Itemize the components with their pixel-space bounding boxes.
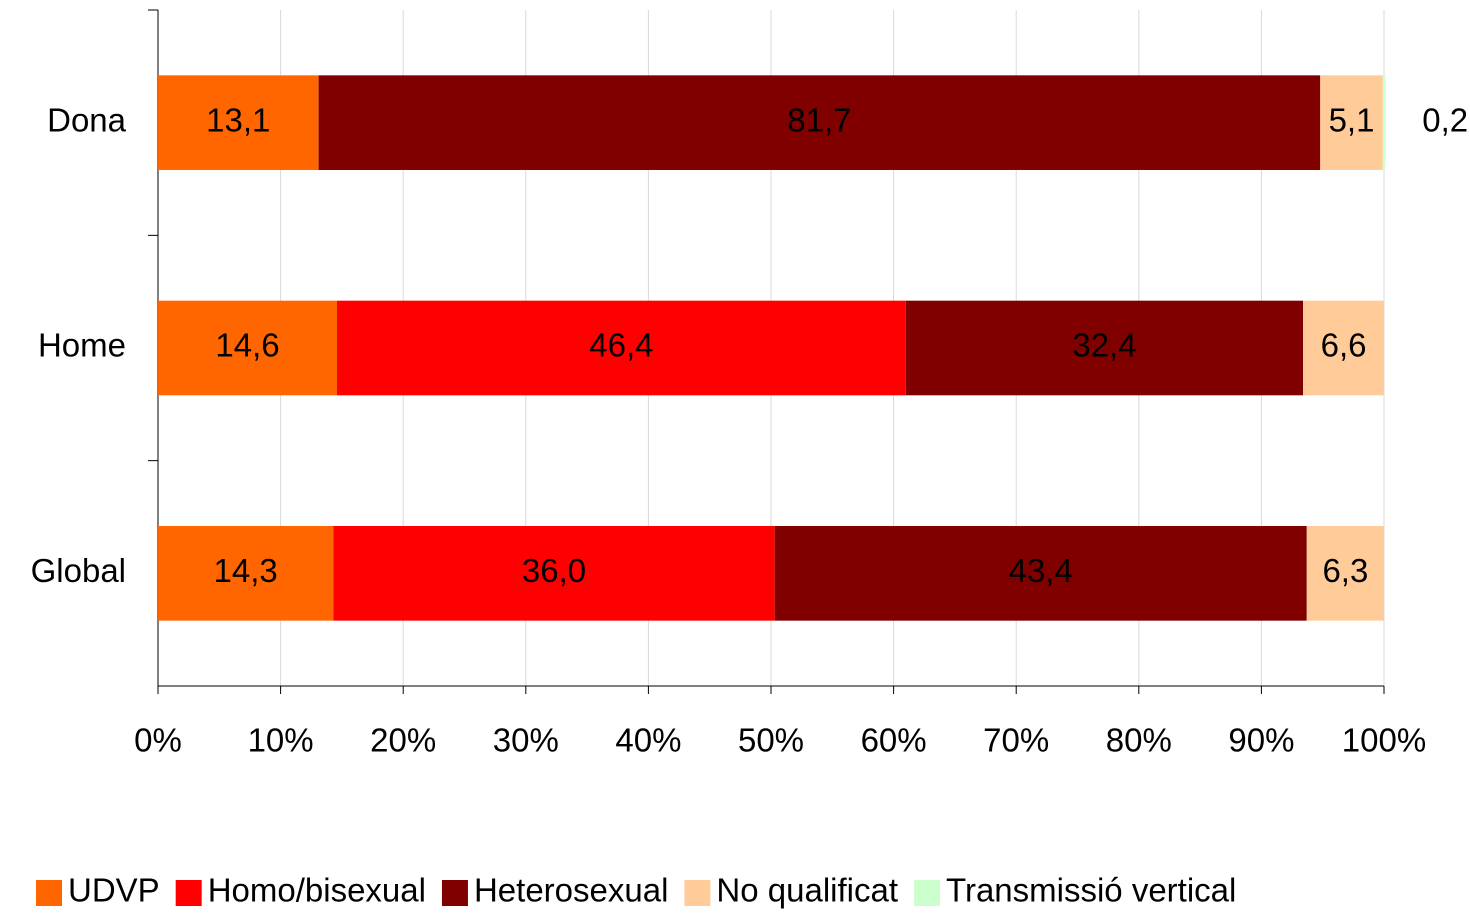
- data-label: 46,4: [589, 327, 653, 364]
- legend-label: Heterosexual: [474, 872, 668, 909]
- x-tick-label: 80%: [1106, 722, 1172, 759]
- y-tick-label: Home: [38, 327, 126, 364]
- data-label: 14,3: [214, 552, 278, 589]
- legend-label: Homo/bisexual: [208, 872, 426, 909]
- data-label: 5,1: [1329, 101, 1375, 138]
- bar-segment: [774, 526, 1307, 621]
- legend-swatch: [914, 880, 941, 906]
- data-label: 36,0: [522, 552, 586, 589]
- bar-segment: [1382, 75, 1386, 170]
- x-tick-label: 70%: [983, 722, 1049, 759]
- legend-swatch: [684, 880, 711, 906]
- legend-swatch: [441, 880, 468, 906]
- bar-segment: [318, 75, 1321, 170]
- x-tick-label: 100%: [1342, 722, 1426, 759]
- bar-segment: [333, 526, 775, 621]
- x-tick-label: 60%: [861, 722, 927, 759]
- y-tick-label: Global: [31, 552, 126, 589]
- legend-box: [30, 866, 1436, 913]
- data-label: 32,4: [1072, 327, 1136, 364]
- data-label: 13,1: [206, 101, 270, 138]
- legend-label: No qualificat: [716, 872, 898, 909]
- bar-segment: [1320, 75, 1383, 170]
- x-tick-label: 30%: [493, 722, 559, 759]
- bar-segment: [1306, 526, 1384, 621]
- x-tick-label: 20%: [370, 722, 436, 759]
- legend-label: UDVP: [68, 872, 160, 909]
- bar-segment: [905, 300, 1304, 396]
- legend-swatch: [175, 880, 202, 906]
- data-label: 14,6: [215, 327, 279, 364]
- data-label: 81,7: [787, 101, 851, 138]
- data-label: 43,4: [1009, 552, 1073, 589]
- legend-swatch: [36, 880, 62, 906]
- x-tick-label: 0%: [134, 722, 182, 759]
- data-label: 0,2: [1422, 101, 1468, 138]
- x-tick-label: 50%: [738, 722, 804, 759]
- x-tick-label: 10%: [248, 722, 314, 759]
- bar-segment: [158, 526, 334, 621]
- bar-segment: [336, 300, 906, 396]
- x-tick-label: 90%: [1228, 722, 1294, 759]
- bar-segment: [158, 75, 319, 170]
- y-tick-label: Dona: [47, 101, 127, 138]
- legend-label: Transmissió vertical: [946, 872, 1236, 909]
- x-tick-label: 40%: [615, 722, 681, 759]
- bar-segment: [1303, 300, 1384, 396]
- data-label: 6,3: [1322, 552, 1368, 589]
- data-label: 6,6: [1321, 327, 1367, 364]
- bar-segment: [158, 300, 337, 396]
